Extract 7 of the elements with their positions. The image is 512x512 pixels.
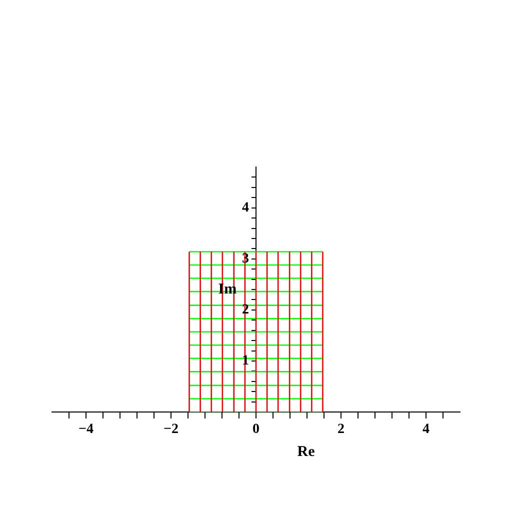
x-tick-label: −2 xyxy=(164,422,178,438)
x-tick-label: −4 xyxy=(78,422,94,438)
x-tick-label: 4 xyxy=(422,422,430,438)
y-tick-label: 4 xyxy=(242,200,249,216)
x-axis-title: Re xyxy=(297,444,316,460)
x-tick-label: 2 xyxy=(338,422,344,438)
x-tick-label: 0 xyxy=(252,422,260,438)
